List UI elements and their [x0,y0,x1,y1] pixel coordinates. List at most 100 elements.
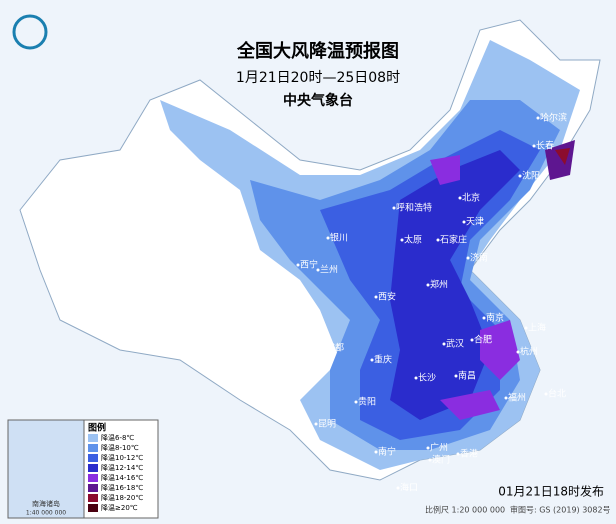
city-label: 兰州 [320,264,338,276]
city-label: 上海 [528,322,546,334]
map-subtitle: 1月21日20时—25日08时 [236,70,400,86]
legend-swatch [88,454,98,462]
city-dot [532,144,536,148]
legend-label: 降温8-10℃ [101,443,139,452]
city-dot [516,350,520,354]
legend-swatch [88,464,98,472]
inset-scale: 1:40 000 000 [26,510,66,517]
city-dot [392,206,396,210]
map-title: 全国大风降温预报图 [236,40,399,62]
city-label: 杭州 [520,346,538,358]
inset-map [7,419,85,519]
city-dot [426,283,430,287]
city-label: 西安 [378,291,396,303]
logo [12,14,48,50]
city-dot [428,458,432,462]
city-label: 澳门 [432,454,450,466]
issuer: 中央气象台 [283,92,353,109]
city-label: 南京 [486,312,504,324]
city-dot [296,263,300,267]
city-label: 太原 [404,234,422,246]
city-label: 海口 [400,482,418,494]
cooling-regions [160,40,580,470]
legend-swatch [88,484,98,492]
scale-text: 比例尺 1:20 000 000 [425,505,505,515]
legend-swatch [88,474,98,482]
legend-label: 降温≥20℃ [101,503,138,512]
city-label: 南宁 [378,446,396,458]
legend: 降温6-8℃降温8-10℃降温10-12℃降温12-14℃降温14-16℃降温1… [88,433,143,512]
city-dot [442,342,446,346]
city-dot [436,238,440,242]
city-dot [374,295,378,299]
city-dot [400,238,404,242]
city-label: 武汉 [446,338,464,350]
city-dot [536,116,540,120]
city-label: 哈尔滨 [540,112,567,124]
city-dot [454,374,458,378]
city-label: 济南 [470,252,488,264]
city-label: 西宁 [300,259,318,271]
city-dot [462,220,466,224]
city-dot [414,376,418,380]
city-label: 重庆 [374,354,392,366]
legend-swatch [88,494,98,502]
city-dot [458,196,462,200]
city-label: 广州 [430,442,448,454]
city-label: 贵阳 [358,396,376,408]
city-dot [316,268,320,272]
legend-label: 降温12-14℃ [101,463,143,472]
city-label: 北京 [462,192,480,204]
legend-swatch [88,434,98,442]
inset-label: 南海诸岛 [32,499,60,508]
city-dot [524,326,528,330]
city-label: 沈阳 [522,170,540,182]
city-label: 银川 [330,232,348,244]
city-label: 天津 [466,217,484,228]
city-dot [544,392,548,396]
city-label: 长春 [536,140,554,152]
city-label: 福州 [508,392,526,404]
legend-swatch [88,504,98,512]
city-dot [518,174,522,178]
city-label: 南昌 [458,370,476,382]
city-dot [426,446,430,450]
city-dot [314,422,318,426]
city-label: 乌鲁木齐 [146,146,182,158]
legend-swatch [88,444,98,452]
legend-title: 图例 [88,422,106,434]
city-dot [142,150,146,154]
city-label: 成都 [326,342,344,354]
legend-label: 降温10-12℃ [101,453,143,462]
city-label: 郑州 [430,279,448,291]
city-dot [374,450,378,454]
legend-label: 降温18-20℃ [101,493,143,502]
city-label: 拉萨 [175,344,193,356]
review-number: 审图号: GS (2019) 3082号 [510,505,611,515]
city-dot [326,236,330,240]
city-label: 呼和浩特 [396,202,432,214]
legend-label: 降温6-8℃ [101,433,134,442]
city-dot [504,396,508,400]
city-dot [482,316,486,320]
city-label: 石家庄 [440,234,467,246]
city-dot [322,346,326,350]
city-label: 台北 [548,388,566,400]
city-label: 昆明 [318,419,336,430]
city-label: 长沙 [418,372,436,384]
city-dot [370,358,374,362]
city-dot [470,338,474,342]
city-dot [354,400,358,404]
city-dot [456,452,460,456]
legend-label: 降温16-18℃ [101,483,143,492]
city-label: 香港 [460,448,478,460]
region-18-20 [555,148,570,165]
city-dot [396,486,400,490]
city-dot [466,256,470,260]
legend-label: 降温14-16℃ [101,473,143,482]
issue-time: 01月21日18时发布 [498,484,604,499]
region-14-16 [430,155,520,420]
city-dot [171,348,175,352]
